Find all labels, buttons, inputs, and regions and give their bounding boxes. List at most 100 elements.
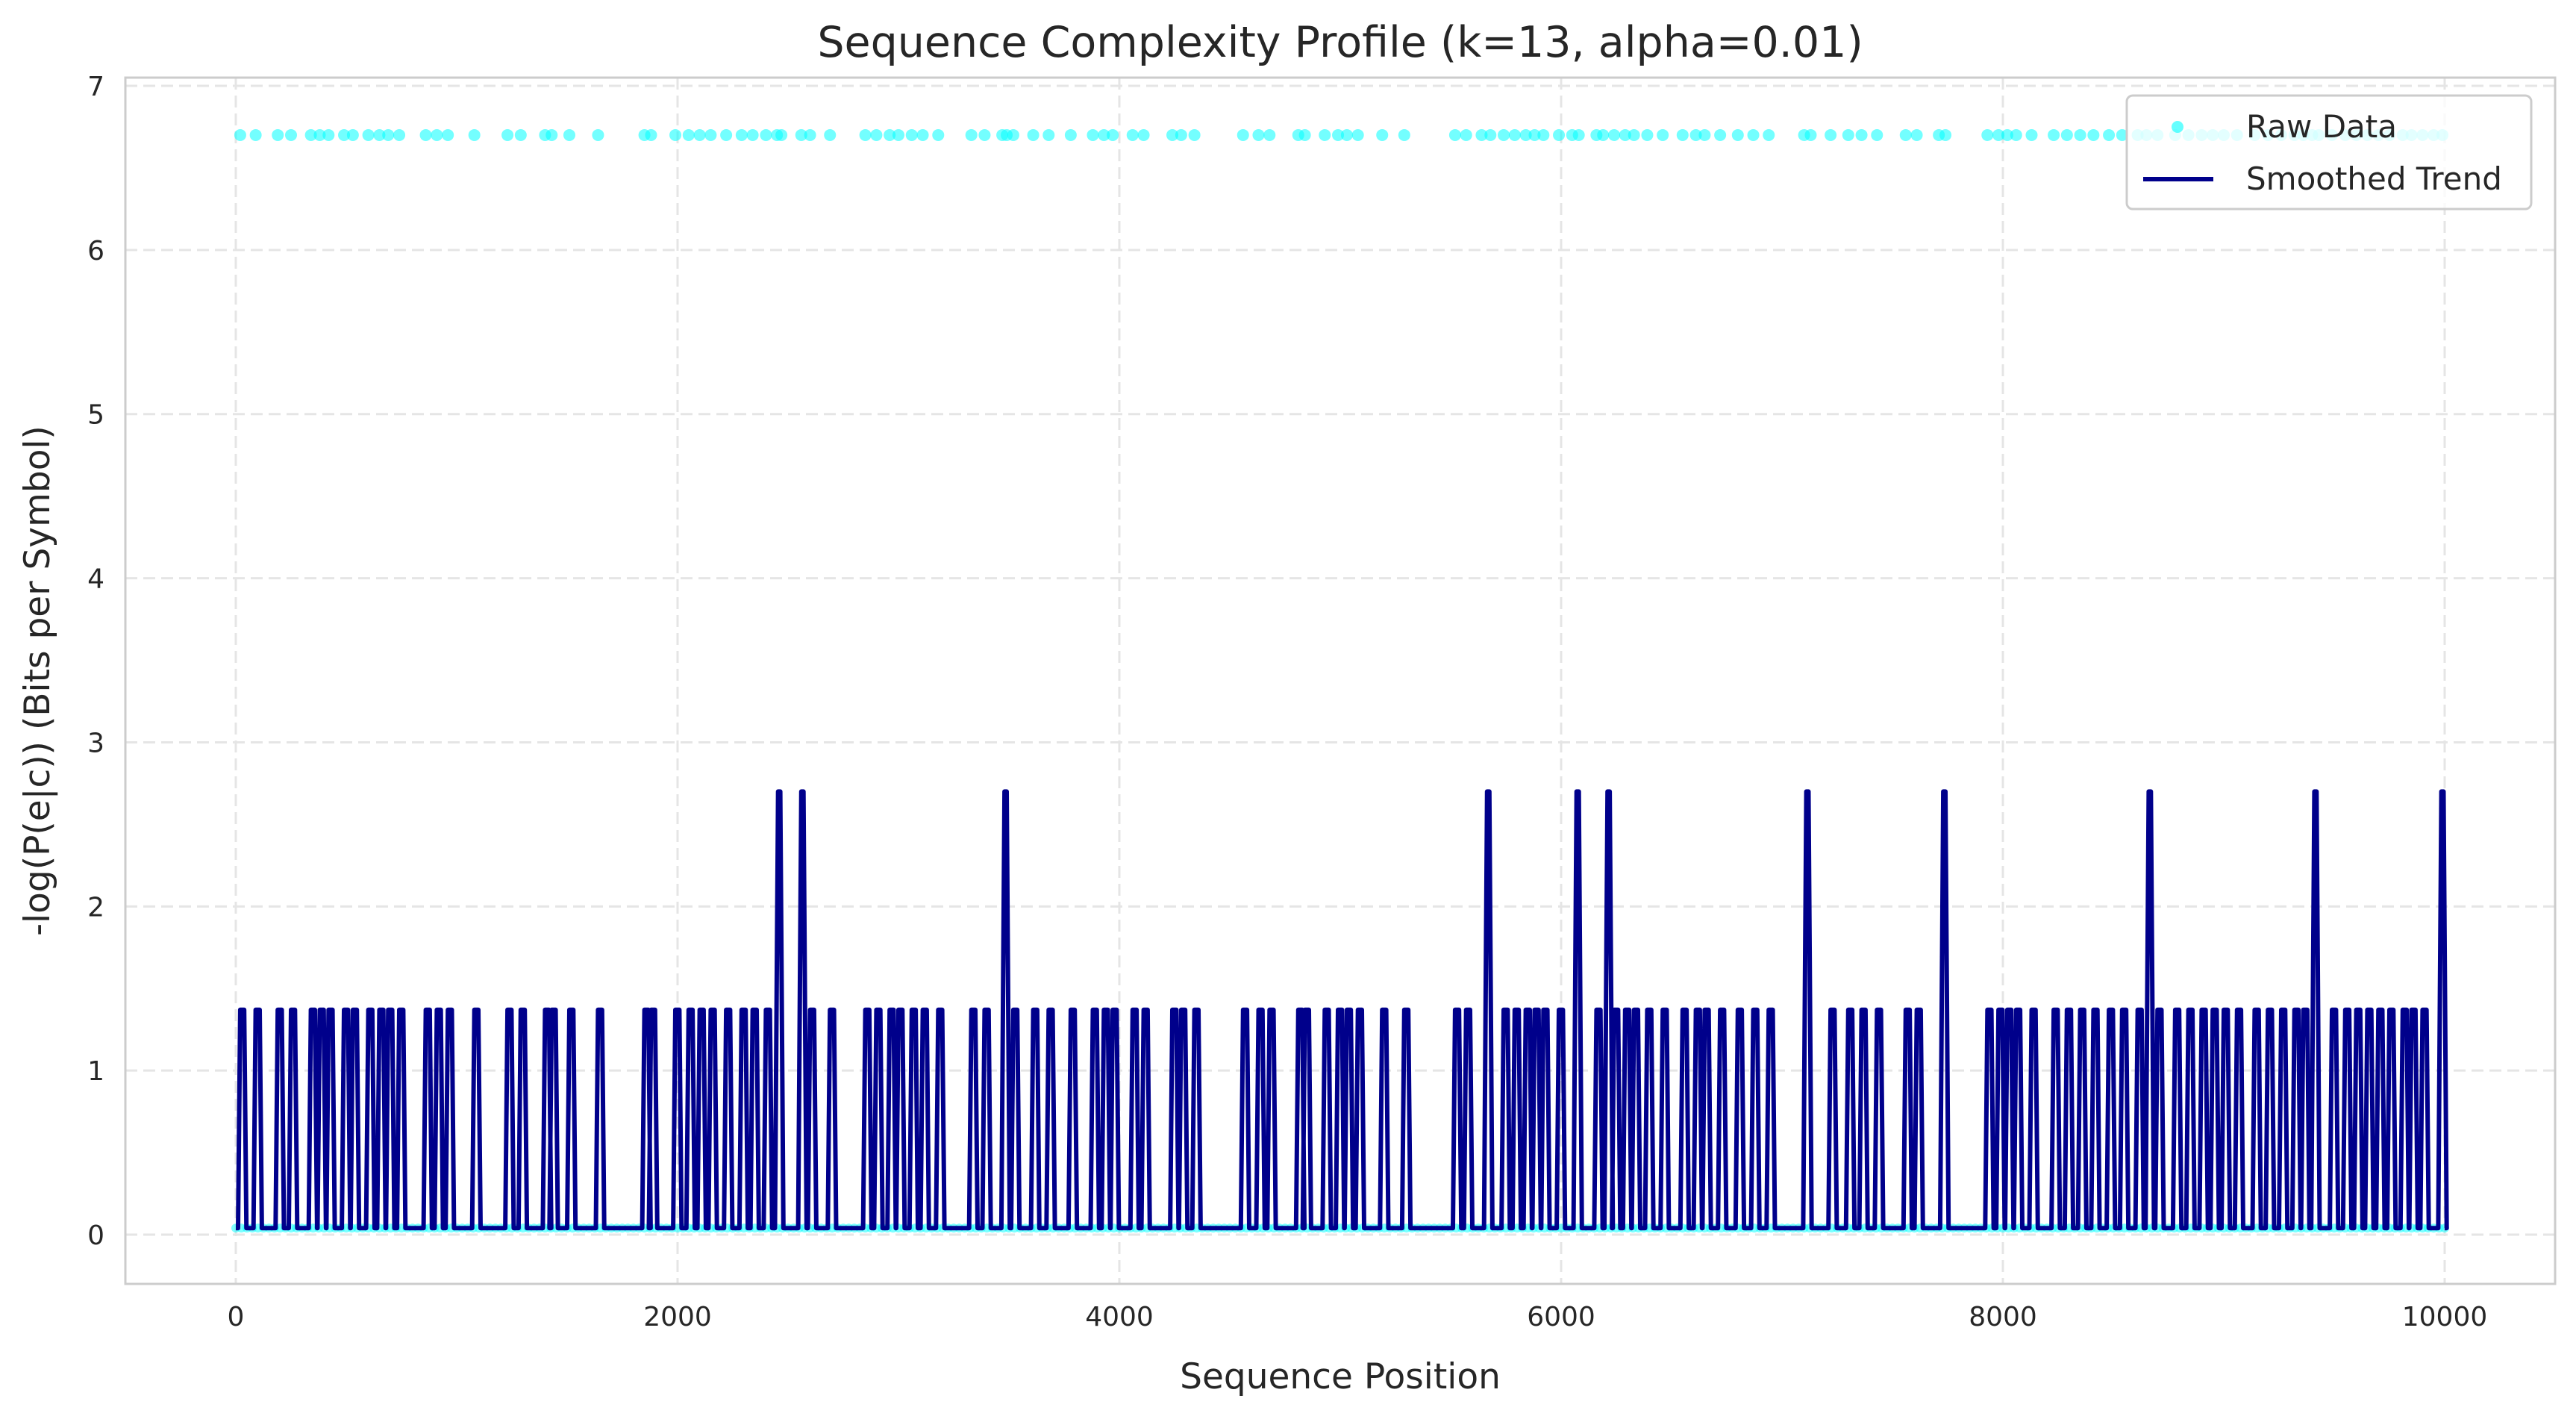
raw-data-point — [892, 128, 904, 141]
x-tick-label: 2000 — [643, 1302, 712, 1332]
raw-data-point — [1475, 128, 1488, 141]
raw-data-point — [1188, 128, 1201, 141]
raw-data-point — [760, 128, 772, 141]
raw-data-point — [1498, 128, 1510, 141]
raw-data-point — [804, 128, 816, 141]
y-tick-label: 1 — [87, 1056, 104, 1087]
y-axis-ticks: 0 1 2 3 4 5 6 7 — [87, 72, 104, 1251]
raw-data-point — [1939, 128, 1952, 141]
raw-data-point — [2025, 128, 2038, 141]
raw-data-point — [1899, 128, 1912, 141]
raw-data-point — [1448, 128, 1461, 141]
raw-data-point — [693, 128, 706, 141]
raw-data-point — [824, 128, 837, 141]
raw-data-point — [1528, 128, 1541, 141]
raw-data-point — [1628, 128, 1640, 141]
raw-data-point — [234, 128, 246, 141]
raw-data-point — [1572, 128, 1585, 141]
raw-data-point — [1619, 128, 1631, 141]
raw-data-point — [1597, 128, 1610, 141]
raw-data-point — [501, 128, 514, 141]
raw-data-point — [2116, 128, 2128, 141]
raw-data-point — [795, 128, 807, 141]
y-tick-label: 3 — [87, 728, 104, 758]
x-tick-label: 4000 — [1085, 1302, 1154, 1332]
raw-data-point — [1537, 128, 1550, 141]
raw-data-point — [1340, 128, 1353, 141]
raw-data-point — [1676, 128, 1689, 141]
raw-data-point — [1553, 128, 1566, 141]
raw-data-point — [2048, 128, 2060, 141]
raw-data-point — [746, 128, 759, 141]
raw-data-point — [2103, 128, 2116, 141]
raw-data-point — [645, 128, 657, 141]
y-tick-label: 7 — [87, 72, 104, 102]
raw-data-point — [965, 128, 978, 141]
raw-data-point — [916, 128, 929, 141]
raw-data-point — [2010, 128, 2022, 141]
raw-data-point — [1298, 128, 1311, 141]
raw-data-point — [1237, 128, 1249, 141]
raw-data-point — [1641, 128, 1654, 141]
raw-data-point — [905, 128, 918, 141]
raw-data-point — [313, 128, 326, 141]
raw-data-point — [704, 128, 717, 141]
legend-raw-data-label: Raw Data — [2246, 108, 2397, 145]
raw-data-point — [1398, 128, 1410, 141]
raw-data-point — [1263, 128, 1276, 141]
x-axis-title: Sequence Position — [1180, 1356, 1501, 1397]
raw-data-point — [1763, 128, 1775, 141]
raw-data-point — [592, 128, 604, 141]
raw-data-point — [419, 128, 432, 141]
raw-data-point — [1126, 128, 1139, 141]
plot-frame — [124, 76, 2557, 1285]
raw-data-point — [249, 128, 262, 141]
raw-data-point — [272, 128, 284, 141]
raw-data-point — [1731, 128, 1744, 141]
y-tick-label: 0 — [87, 1220, 104, 1251]
raw-data-point — [1087, 128, 1099, 141]
raw-data-point — [1842, 128, 1854, 141]
raw-data-point — [1351, 128, 1364, 141]
x-tick-label: 0 — [228, 1302, 245, 1332]
raw-data-point — [1508, 128, 1521, 141]
raw-data-point — [775, 128, 788, 141]
raw-data-point — [978, 128, 991, 141]
raw-data-point — [1657, 128, 1669, 141]
raw-data-point — [1825, 128, 1837, 141]
legend: Raw Data Smoothed Trend — [2125, 94, 2533, 211]
legend-frame — [2125, 94, 2533, 211]
raw-data-point — [1376, 128, 1389, 141]
raw-data-point — [338, 128, 351, 141]
raw-data-point — [1042, 128, 1055, 141]
raw-data-point — [735, 128, 748, 141]
grid — [125, 78, 2555, 1284]
smoothed-trend-series — [236, 789, 2449, 1231]
raw-data-point — [884, 128, 896, 141]
x-tick-label: 6000 — [1527, 1302, 1595, 1332]
raw-data-point — [373, 128, 386, 141]
raw-data-point — [1319, 128, 1331, 141]
raw-data-point — [2060, 128, 2073, 141]
chart-title: Sequence Complexity Profile (k=13, alpha… — [817, 18, 1863, 67]
raw-data-point — [1252, 128, 1265, 141]
raw-data-point — [2074, 128, 2086, 141]
raw-data-point — [1992, 128, 2005, 141]
raw-data-point — [346, 128, 359, 141]
raw-data-point — [1107, 128, 1119, 141]
raw-data-point — [1166, 128, 1179, 141]
raw-data-point — [563, 128, 575, 141]
raw-data-point — [1910, 128, 1923, 141]
raw-data-point — [1981, 128, 1994, 141]
plot-area-background — [125, 78, 2555, 1284]
legend-raw-data-marker — [2172, 121, 2183, 133]
y-tick-label: 5 — [87, 400, 104, 431]
raw-data-point — [514, 128, 527, 141]
raw-data-point — [431, 128, 443, 141]
raw-data-point — [1137, 128, 1150, 141]
raw-data-point — [442, 128, 454, 141]
raw-data-point — [1855, 128, 1868, 141]
raw-data-point — [468, 128, 481, 141]
y-tick-label: 4 — [87, 564, 104, 595]
raw-data-point — [682, 128, 695, 141]
